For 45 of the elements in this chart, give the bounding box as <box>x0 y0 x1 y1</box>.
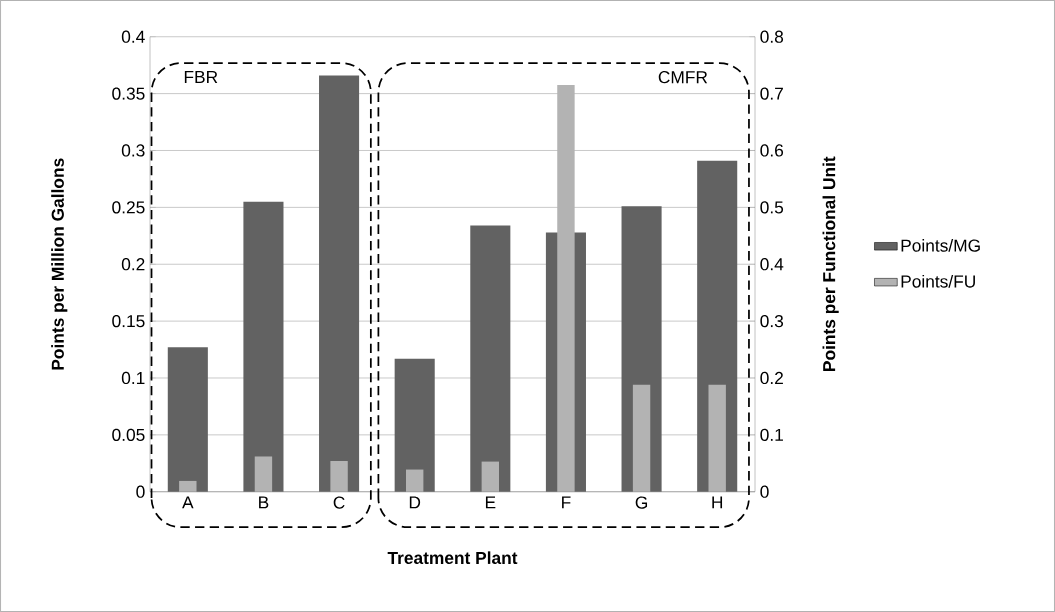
bar <box>481 461 500 492</box>
x-tick-label: F <box>562 496 571 509</box>
y2-tick-label: 0.3 <box>760 314 784 328</box>
y-tick-label: 0.1 <box>121 371 145 385</box>
bar <box>167 347 208 492</box>
y-tick-label: 0.2 <box>121 258 145 271</box>
y2-tick-label: 0.2 <box>760 371 783 385</box>
y2-tick-label: 0.6 <box>760 144 784 157</box>
bar <box>406 469 424 492</box>
x-tick-label: E <box>485 496 496 509</box>
y2-tick-label: 0 <box>760 485 769 498</box>
y2-axis-title: Points per Functional Unit <box>822 156 839 371</box>
y2-tick-label: 0.7 <box>760 87 783 100</box>
y-tick-label: 0.4 <box>121 30 145 43</box>
y-tick-label: 0.3 <box>121 144 145 157</box>
y-tick-label: 0.05 <box>112 428 145 441</box>
y-tick-label: 0 <box>136 485 145 498</box>
y2-tick-label: 0.8 <box>760 30 784 43</box>
x-tick-label: H <box>712 496 723 509</box>
x-tick-label: B <box>259 496 269 509</box>
legend-label: Points/FU <box>901 274 975 288</box>
y2-tick-label: 0.5 <box>760 201 784 214</box>
bar <box>179 480 197 492</box>
x-axis-title: Treatment Plant <box>387 551 518 565</box>
bar <box>470 225 511 492</box>
y2-tick-label: 0.1 <box>760 428 783 441</box>
x-tick-label: G <box>635 496 648 509</box>
x-tick-label: D <box>409 496 421 509</box>
bar <box>632 384 651 492</box>
bar <box>330 461 348 492</box>
bar <box>319 75 360 492</box>
legend-label: Points/MG <box>901 239 980 252</box>
y2-tick-label: 0.4 <box>760 258 784 271</box>
x-tick-label: C <box>333 496 345 509</box>
bar <box>254 456 273 492</box>
annotation: CMFR <box>658 71 708 84</box>
annotation: FBR <box>184 71 218 83</box>
y-tick-label: 0.25 <box>112 201 145 214</box>
bar <box>708 384 726 492</box>
x-tick-label: A <box>182 496 194 509</box>
bar <box>243 201 284 492</box>
bar <box>394 358 435 492</box>
y-tick-label: 0.35 <box>112 87 145 100</box>
y-axis-title: Points per Million Gallons <box>51 158 68 370</box>
y-tick-label: 0.15 <box>112 314 145 328</box>
